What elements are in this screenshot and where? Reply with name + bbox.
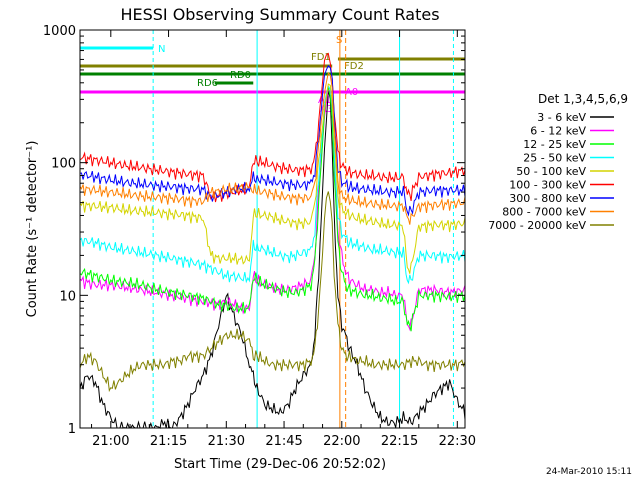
chart-title: HESSI Observing Summary Count Rates bbox=[120, 5, 439, 24]
series-line-1 bbox=[79, 90, 466, 429]
x-tick-label: 22:00 bbox=[323, 434, 360, 449]
annotation-label-a1: A1 bbox=[318, 95, 331, 106]
x-tick-label: 21:00 bbox=[92, 434, 129, 449]
legend-label: 7000 - 20000 keV bbox=[488, 219, 586, 232]
series-layer bbox=[79, 52, 466, 429]
axis-layer: 21:00 21:15 21:30 21:45 22:00 22:15 22:30 1 10 10… bbox=[43, 24, 476, 449]
x-tick-label: 22:30 bbox=[439, 434, 476, 449]
series-line-8 bbox=[79, 71, 466, 225]
legend-label: 50 - 100 keV bbox=[516, 165, 586, 178]
series-line-3 bbox=[79, 86, 466, 332]
legend-label: 300 - 800 keV bbox=[509, 192, 586, 205]
legend-label: 100 - 300 keV bbox=[509, 179, 586, 192]
legend-label: 800 - 7000 keV bbox=[502, 206, 586, 219]
legend-label: 3 - 6 keV bbox=[537, 111, 586, 124]
y-tick-label: 1000 bbox=[43, 24, 76, 39]
series-line-4 bbox=[79, 84, 466, 285]
legend-title: Det 1,3,4,5,6,9 bbox=[538, 92, 628, 106]
x-tick-label: 21:45 bbox=[265, 434, 302, 449]
annotation-label-s: S bbox=[336, 35, 342, 46]
annotation-label-n: N bbox=[158, 44, 165, 55]
y-axis-title: Count Rate (s⁻¹ detector⁻¹) bbox=[25, 141, 40, 318]
x-tick-label: 22:15 bbox=[381, 434, 418, 449]
y-tick-label: 100 bbox=[51, 157, 76, 172]
annotation-label-fd2: FD2 bbox=[344, 61, 364, 72]
series-line-7 bbox=[79, 64, 466, 217]
annotation-label-rd6: RD6 bbox=[197, 78, 218, 89]
x-tick-label: 21:15 bbox=[150, 434, 187, 449]
y-tick-label: 10 bbox=[59, 289, 76, 304]
annotation-label-fd1: FD1 bbox=[311, 52, 331, 63]
legend-label: 12 - 25 keV bbox=[523, 138, 586, 151]
x-axis-title: Start Time (29-Dec-06 20:52:02) bbox=[174, 457, 386, 472]
series-line-6 bbox=[79, 52, 466, 203]
x-tick-label: 21:30 bbox=[208, 434, 245, 449]
y-tick-label: 1 bbox=[68, 422, 76, 437]
series-line-9 bbox=[79, 191, 466, 393]
plot-frame bbox=[79, 29, 466, 429]
legend-label: 6 - 12 keV bbox=[530, 125, 586, 138]
series-line-5 bbox=[79, 83, 466, 274]
footer-stamp: 24-Mar-2010 15:11 bbox=[546, 467, 632, 477]
annotation-label-rd0: RD0 bbox=[230, 70, 251, 81]
annotation-label-a0: A0 bbox=[345, 87, 358, 98]
legend-label: 25 - 50 keV bbox=[523, 152, 586, 165]
